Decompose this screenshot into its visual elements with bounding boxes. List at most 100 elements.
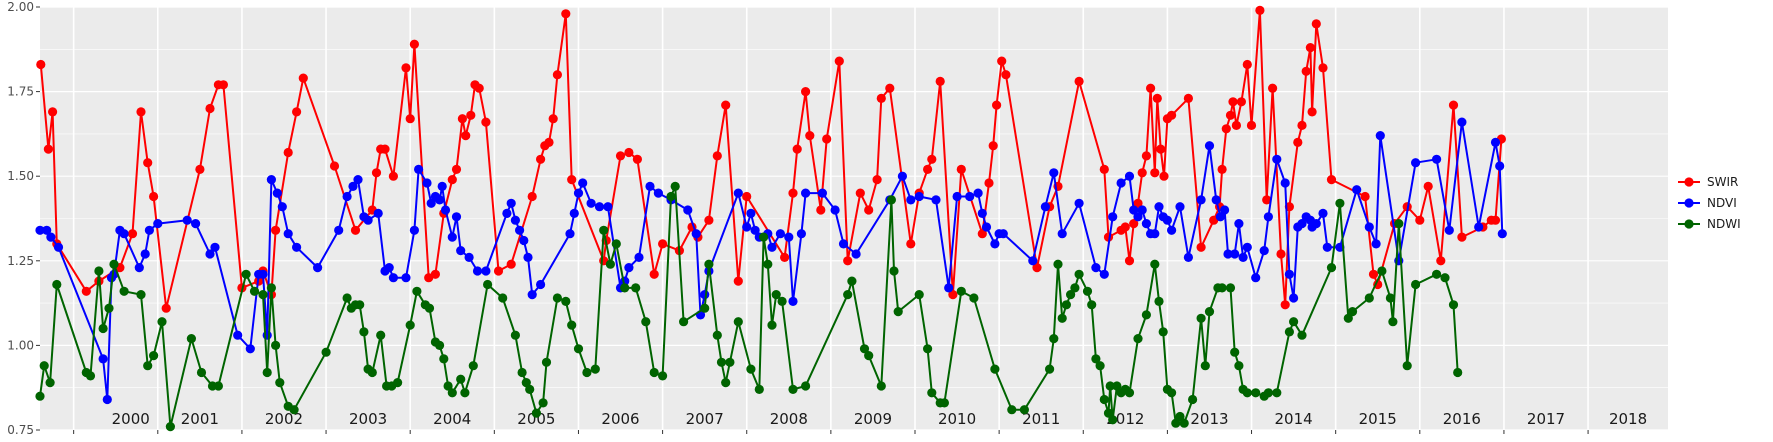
data-point-ndwi xyxy=(1204,307,1215,317)
series-layer xyxy=(35,5,1507,432)
data-point-swir xyxy=(1152,93,1162,103)
data-point-ndvi xyxy=(1444,225,1454,235)
data-point-ndwi xyxy=(510,330,520,340)
data-point-ndwi xyxy=(1074,269,1084,279)
data-point-swir xyxy=(788,188,798,198)
data-point-ndvi xyxy=(1150,229,1160,239)
data-point-ndwi xyxy=(864,351,874,361)
data-point-swir xyxy=(461,131,471,141)
data-point-swir xyxy=(992,100,1002,110)
data-point-ndvi xyxy=(775,229,786,239)
data-point-ndwi xyxy=(45,378,55,388)
data-point-swir xyxy=(1228,97,1238,107)
data-point-ndvi xyxy=(233,330,243,340)
data-point-swir xyxy=(1236,97,1246,107)
data-point-ndvi xyxy=(653,188,664,198)
data-point-ndwi xyxy=(1133,334,1143,344)
data-point-ndwi xyxy=(1158,327,1168,337)
legend: SWIR NDVI NDWI xyxy=(1678,175,1741,231)
data-point-swir xyxy=(1137,168,1147,178)
data-point-swir xyxy=(1262,195,1272,205)
data-point-ndvi xyxy=(965,191,975,202)
data-point-swir xyxy=(561,9,571,19)
data-point-ndvi xyxy=(1457,117,1467,127)
data-point-ndvi xyxy=(691,229,701,239)
data-point-ndwi xyxy=(289,405,299,415)
data-point-swir xyxy=(822,134,832,144)
data-point-ndwi xyxy=(1108,415,1118,425)
data-point-swir xyxy=(792,144,802,154)
data-point-ndvi xyxy=(536,279,546,290)
data-point-ndvi xyxy=(1204,141,1215,151)
data-point-ndwi xyxy=(165,422,175,432)
data-point-swir xyxy=(1307,107,1317,117)
data-point-ndvi xyxy=(46,232,56,242)
data-point-ndwi xyxy=(631,283,641,293)
data-point-ndvi xyxy=(447,232,457,242)
data-point-ndvi xyxy=(624,263,634,273)
data-point-ndwi xyxy=(1179,418,1189,428)
y-tick-label: 1.50 xyxy=(7,169,34,183)
data-point-swir xyxy=(298,73,308,83)
data-point-ndvi xyxy=(573,188,584,198)
data-point-swir xyxy=(1196,242,1206,252)
data-point-ndvi xyxy=(422,178,432,188)
data-point-ndvi xyxy=(334,225,344,235)
data-point-ndvi xyxy=(838,239,849,249)
data-point-swir xyxy=(1490,215,1501,225)
data-point-ndvi xyxy=(1099,269,1109,279)
data-point-swir xyxy=(927,154,937,164)
data-point-swir xyxy=(1159,171,1169,181)
data-point-ndwi xyxy=(405,320,415,330)
data-point-swir xyxy=(658,239,668,249)
y-tick-label: 2.00 xyxy=(7,0,34,14)
data-point-ndvi xyxy=(634,252,644,262)
data-point-ndwi xyxy=(1171,418,1181,428)
data-point-swir xyxy=(885,83,895,93)
year-label: 2015 xyxy=(1359,410,1397,428)
year-label: 2012 xyxy=(1106,410,1144,428)
data-point-ndwi xyxy=(1007,405,1017,415)
data-point-swir xyxy=(457,114,467,124)
data-point-ndvi xyxy=(153,219,163,229)
data-point-swir xyxy=(149,191,159,202)
data-point-swir xyxy=(1293,137,1303,147)
data-point-swir xyxy=(506,259,516,269)
year-label: 2010 xyxy=(938,410,976,428)
year-label: 2011 xyxy=(1022,410,1060,428)
year-label: 2017 xyxy=(1527,410,1565,428)
data-point-ndvi xyxy=(578,178,588,188)
data-point-ndwi xyxy=(266,283,276,293)
data-point-ndwi xyxy=(567,320,577,330)
data-point-ndwi xyxy=(258,290,268,300)
data-point-ndvi xyxy=(1490,137,1501,147)
data-point-ndvi xyxy=(603,202,613,212)
data-point-ndwi xyxy=(1095,361,1105,371)
data-point-ndwi xyxy=(1377,266,1387,276)
data-point-swir xyxy=(1099,164,1109,174)
legend-key-point xyxy=(1684,177,1694,187)
data-point-ndwi xyxy=(517,367,527,378)
data-point-ndvi xyxy=(1215,212,1225,222)
data-point-swir xyxy=(401,63,411,73)
data-point-ndvi xyxy=(205,249,215,259)
data-point-ndvi xyxy=(144,225,154,235)
data-point-swir xyxy=(712,151,722,161)
data-point-ndwi xyxy=(605,259,616,269)
data-point-ndvi xyxy=(506,198,516,208)
data-point-swir xyxy=(430,269,440,279)
data-point-swir xyxy=(1436,256,1446,266)
data-point-swir xyxy=(527,191,537,202)
data-point-swir xyxy=(447,175,457,185)
y-axis: 0.75 1.00 1.25 1.50 1.75 2.00 xyxy=(7,0,40,437)
data-point-ndwi xyxy=(1150,259,1160,269)
data-point-ndvi xyxy=(348,181,358,191)
data-point-ndwi xyxy=(321,347,331,357)
data-point-ndvi xyxy=(1141,219,1151,229)
data-point-ndvi xyxy=(817,188,828,198)
data-point-ndwi xyxy=(39,361,49,371)
data-point-swir xyxy=(548,114,558,124)
data-point-ndwi xyxy=(1167,388,1177,398)
data-point-ndwi xyxy=(35,391,45,401)
data-point-ndwi xyxy=(367,367,377,378)
